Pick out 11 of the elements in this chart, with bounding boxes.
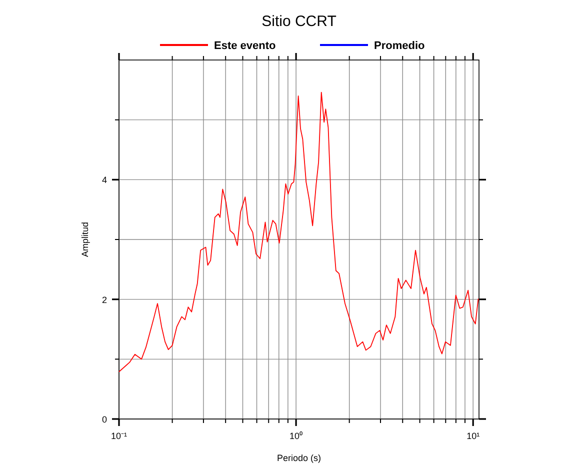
- y-tick-label: 4: [102, 175, 107, 186]
- chart-title: Sitio CCRT: [262, 13, 336, 30]
- x-tick-label: 10⁰: [290, 431, 303, 441]
- x-tick-label: 10⁻¹: [110, 431, 128, 441]
- y-axis-title: Amplitud: [80, 222, 90, 258]
- legend-label: Promedio: [374, 40, 426, 52]
- legend-label: Este evento: [214, 40, 276, 52]
- x-axis-title: Periodo (s): [276, 453, 322, 463]
- y-tick-label: 2: [102, 294, 107, 305]
- y-tick-label: 0: [102, 414, 107, 424]
- x-tick-label: 10¹: [466, 431, 480, 441]
